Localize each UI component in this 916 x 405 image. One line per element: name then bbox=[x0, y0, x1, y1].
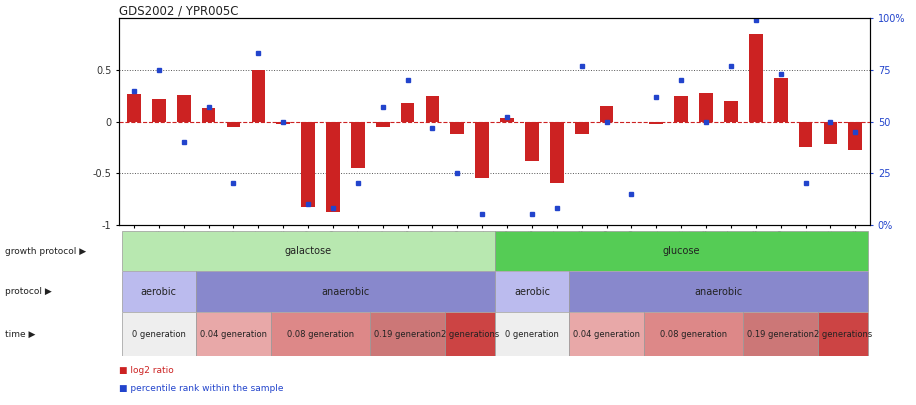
Bar bbox=[550, 122, 563, 183]
Text: ■ log2 ratio: ■ log2 ratio bbox=[119, 366, 174, 375]
Bar bbox=[575, 122, 588, 134]
Text: 0.19 generation: 0.19 generation bbox=[374, 330, 442, 339]
Bar bbox=[122, 231, 495, 271]
Bar bbox=[475, 122, 489, 178]
Text: 0.04 generation: 0.04 generation bbox=[200, 330, 267, 339]
Text: 2 generations: 2 generations bbox=[813, 330, 872, 339]
Bar bbox=[818, 312, 867, 356]
Bar bbox=[426, 96, 440, 122]
Bar bbox=[600, 106, 614, 121]
Bar bbox=[699, 93, 713, 122]
Bar bbox=[196, 312, 271, 356]
Text: GDS2002 / YPR005C: GDS2002 / YPR005C bbox=[119, 4, 238, 17]
Text: galactose: galactose bbox=[285, 246, 332, 256]
Bar bbox=[569, 271, 867, 312]
Text: aerobic: aerobic bbox=[514, 287, 550, 296]
Bar bbox=[495, 312, 569, 356]
Text: anaerobic: anaerobic bbox=[694, 287, 743, 296]
Text: aerobic: aerobic bbox=[141, 287, 177, 296]
Bar bbox=[252, 70, 266, 122]
Bar bbox=[744, 312, 818, 356]
Bar bbox=[525, 122, 539, 161]
Bar bbox=[495, 231, 867, 271]
Bar bbox=[122, 312, 196, 356]
Bar bbox=[271, 312, 370, 356]
Text: 0 generation: 0 generation bbox=[132, 330, 186, 339]
Bar bbox=[649, 122, 663, 124]
Bar bbox=[226, 122, 240, 127]
Bar bbox=[376, 122, 389, 127]
Bar bbox=[749, 34, 763, 122]
Text: 0.04 generation: 0.04 generation bbox=[573, 330, 640, 339]
Bar bbox=[400, 103, 414, 122]
Bar bbox=[370, 312, 445, 356]
Bar bbox=[451, 122, 464, 134]
Text: 0.08 generation: 0.08 generation bbox=[660, 330, 727, 339]
Bar bbox=[326, 122, 340, 212]
Bar bbox=[177, 95, 191, 122]
Text: anaerobic: anaerobic bbox=[322, 287, 369, 296]
Bar bbox=[122, 271, 196, 312]
Bar bbox=[500, 118, 514, 122]
Bar bbox=[774, 78, 788, 122]
Bar bbox=[799, 122, 812, 147]
Text: 2 generations: 2 generations bbox=[441, 330, 499, 339]
Bar bbox=[495, 271, 569, 312]
Text: 0.19 generation: 0.19 generation bbox=[747, 330, 814, 339]
Text: 0 generation: 0 generation bbox=[505, 330, 559, 339]
Bar bbox=[202, 108, 215, 122]
Text: glucose: glucose bbox=[662, 246, 700, 256]
Bar bbox=[644, 312, 744, 356]
Bar bbox=[127, 94, 141, 122]
Bar bbox=[848, 122, 862, 150]
Bar bbox=[445, 312, 495, 356]
Bar bbox=[152, 99, 166, 121]
Text: ■ percentile rank within the sample: ■ percentile rank within the sample bbox=[119, 384, 284, 393]
Bar bbox=[569, 312, 644, 356]
Bar bbox=[301, 122, 315, 207]
Text: growth protocol ▶: growth protocol ▶ bbox=[5, 247, 86, 256]
Bar bbox=[724, 101, 737, 122]
Bar bbox=[196, 271, 495, 312]
Bar bbox=[823, 122, 837, 144]
Bar bbox=[277, 122, 290, 124]
Bar bbox=[351, 122, 365, 168]
Text: 0.08 generation: 0.08 generation bbox=[287, 330, 354, 339]
Bar bbox=[674, 96, 688, 122]
Text: protocol ▶: protocol ▶ bbox=[5, 287, 51, 296]
Text: time ▶: time ▶ bbox=[5, 330, 35, 339]
